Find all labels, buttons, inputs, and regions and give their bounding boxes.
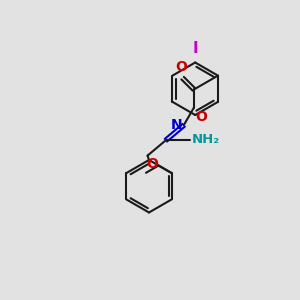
Text: NH₂: NH₂ [192, 133, 220, 146]
Text: N: N [171, 118, 182, 132]
Text: I: I [192, 41, 198, 56]
Text: O: O [175, 60, 187, 74]
Text: O: O [195, 110, 207, 124]
Text: O: O [146, 157, 158, 171]
